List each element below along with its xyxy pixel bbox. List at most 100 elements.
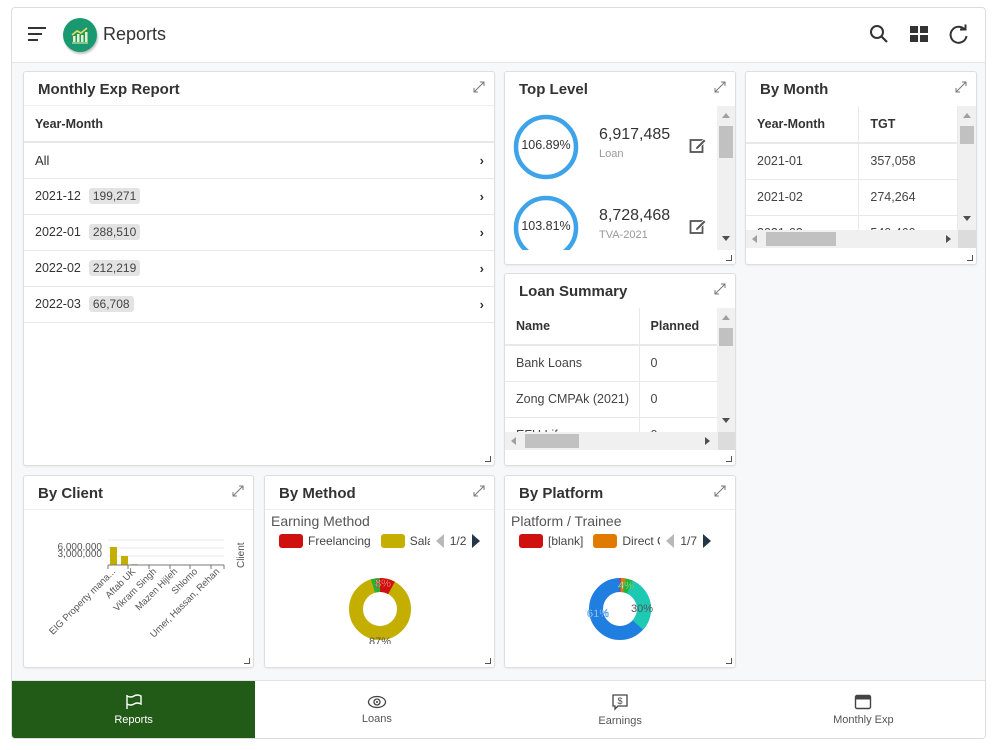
nav-loans[interactable]: Loans	[255, 681, 498, 738]
legend-item[interactable]: [blank]	[519, 534, 583, 548]
chevron-right-icon: ›	[479, 189, 484, 204]
resize-handle[interactable]	[485, 658, 491, 664]
nav-earnings[interactable]: $ Earnings	[499, 681, 742, 738]
svg-text:Client: Client	[236, 542, 247, 568]
legend-item[interactable]: Direct Client	[593, 534, 660, 548]
prev-page-icon[interactable]	[666, 534, 675, 548]
value-badge: 212,219	[88, 260, 141, 276]
app-window: Reports Monthly Exp Report Year-Month Al…	[11, 7, 986, 739]
chart-legend: Freelancing Salary 1/2	[279, 534, 481, 548]
edit-icon[interactable]	[689, 136, 707, 154]
donut-chart: 8% 87%	[349, 578, 411, 644]
resize-handle[interactable]	[485, 456, 491, 462]
chevron-right-icon: ›	[479, 261, 484, 276]
table-row[interactable]: Zong CMPAk (2021) 0	[505, 381, 718, 418]
top-level-card: Top Level 106.89% 6,917,485 Loan 103.81%…	[504, 71, 736, 265]
chart-legend: [blank] Direct Client 1/7	[519, 534, 712, 548]
svg-text:3,000,000: 3,000,000	[58, 549, 103, 560]
resize-handle[interactable]	[726, 255, 732, 261]
vertical-scrollbar[interactable]	[717, 308, 735, 432]
card-title: Loan Summary	[519, 283, 628, 300]
kpi-value: 6,917,485	[599, 126, 671, 143]
chart-subtitle: Platform / Trainee	[511, 513, 622, 529]
list-item[interactable]: 2021-12 199,271 ›	[24, 179, 494, 215]
expand-icon[interactable]	[713, 80, 727, 94]
next-page-icon[interactable]	[472, 534, 481, 548]
nav-monthly-exp[interactable]: Monthly Exp	[742, 681, 985, 738]
window-icon	[855, 694, 872, 709]
expand-icon[interactable]	[954, 80, 968, 94]
donut-chart: 4% 30% 61%	[587, 578, 653, 640]
kpi-item: 106.89% 6,917,485 Loan	[513, 114, 713, 186]
edit-icon[interactable]	[689, 217, 707, 235]
prev-page-icon[interactable]	[435, 534, 444, 548]
by-month-table: Year-Month TGT 2021-01 357,058 2021-02 274,…	[746, 106, 958, 230]
svg-text:61%: 61%	[587, 608, 609, 620]
refresh-icon[interactable]	[947, 22, 971, 46]
legend-item[interactable]: Freelancing	[279, 534, 371, 548]
top-bar: Reports	[12, 8, 985, 63]
chevron-right-icon: ›	[479, 225, 484, 240]
dollar-chat-icon: $	[612, 693, 628, 711]
chart-growth-icon	[63, 18, 97, 52]
column-header: Year-Month	[24, 106, 494, 143]
card-title: By Month	[760, 81, 829, 98]
hamburger-icon[interactable]	[28, 27, 46, 43]
legend-pager: 1/7	[666, 534, 712, 548]
next-page-icon[interactable]	[703, 534, 712, 548]
expand-icon[interactable]	[231, 484, 245, 498]
search-icon[interactable]	[867, 22, 891, 46]
resize-handle[interactable]	[726, 658, 732, 664]
column-header[interactable]: TGT	[858, 106, 958, 144]
kpi-item: 103.81% 8,728,468 TVA-2021	[513, 195, 713, 250]
progress-ring	[513, 114, 579, 180]
resize-handle[interactable]	[726, 456, 732, 462]
by-client-card: By Client 6,000,000 3,000,000 EIG Proper…	[23, 475, 254, 668]
chevron-right-icon: ›	[479, 297, 484, 312]
card-title: Monthly Exp Report	[38, 81, 180, 98]
horizontal-scrollbar[interactable]	[746, 230, 958, 248]
horizontal-scrollbar[interactable]	[505, 432, 718, 450]
by-platform-card: By Platform Platform / Trainee [blank] D…	[504, 475, 736, 668]
kpi-value: 8,728,468	[599, 207, 671, 224]
column-header[interactable]: Planned	[639, 308, 718, 346]
svg-text:4%: 4%	[618, 580, 634, 592]
list-item[interactable]: 2022-01 288,510 ›	[24, 215, 494, 251]
resize-handle[interactable]	[967, 255, 973, 261]
card-title: By Platform	[519, 485, 604, 502]
table-row[interactable]: EFU Life0	[505, 417, 718, 432]
monthly-exp-card: Monthly Exp Report Year-Month All › 2021…	[23, 71, 495, 466]
eye-icon	[367, 695, 387, 708]
table-row[interactable]: 2021-01 357,058	[746, 143, 958, 180]
flag-icon	[125, 693, 142, 709]
expand-icon[interactable]	[713, 282, 727, 296]
legend-item[interactable]: Salary	[380, 534, 430, 548]
list-item[interactable]: 2022-02 212,219 ›	[24, 251, 494, 287]
expand-icon[interactable]	[472, 484, 486, 498]
vertical-scrollbar[interactable]	[717, 106, 735, 250]
expand-icon[interactable]	[713, 484, 727, 498]
progress-ring	[513, 195, 579, 250]
list-item[interactable]: All ›	[24, 143, 494, 179]
vertical-scrollbar[interactable]	[958, 106, 976, 230]
column-header[interactable]: Name	[505, 308, 640, 346]
column-header[interactable]: Year-Month	[746, 106, 860, 144]
table-row[interactable]: Bank Loans 0	[505, 345, 718, 382]
by-month-card: By Month Year-Month TGT 2021-01 357,058 20…	[745, 71, 977, 265]
loan-summary-table: Name Planned Bank Loans 0 Zong CMPAk (2021…	[505, 308, 718, 432]
svg-text:6,000,000: 6,000,000	[58, 542, 103, 553]
table-row[interactable]: 2021-03540,460	[746, 215, 958, 230]
grid-icon[interactable]	[907, 22, 931, 46]
svg-text:30%: 30%	[631, 603, 653, 615]
list-item[interactable]: 2022-03 66,708 ›	[24, 287, 494, 323]
card-title: By Method	[279, 485, 356, 502]
chevron-right-icon: ›	[479, 153, 484, 168]
card-title: By Client	[38, 485, 104, 502]
nav-reports[interactable]: Reports	[12, 681, 256, 738]
resize-handle[interactable]	[244, 658, 250, 664]
table-row[interactable]: 2021-02 274,264	[746, 179, 958, 216]
svg-text:87%: 87%	[369, 636, 391, 644]
expand-icon[interactable]	[472, 80, 486, 94]
svg-text:8%: 8%	[375, 578, 391, 590]
value-badge: 199,271	[88, 188, 141, 204]
